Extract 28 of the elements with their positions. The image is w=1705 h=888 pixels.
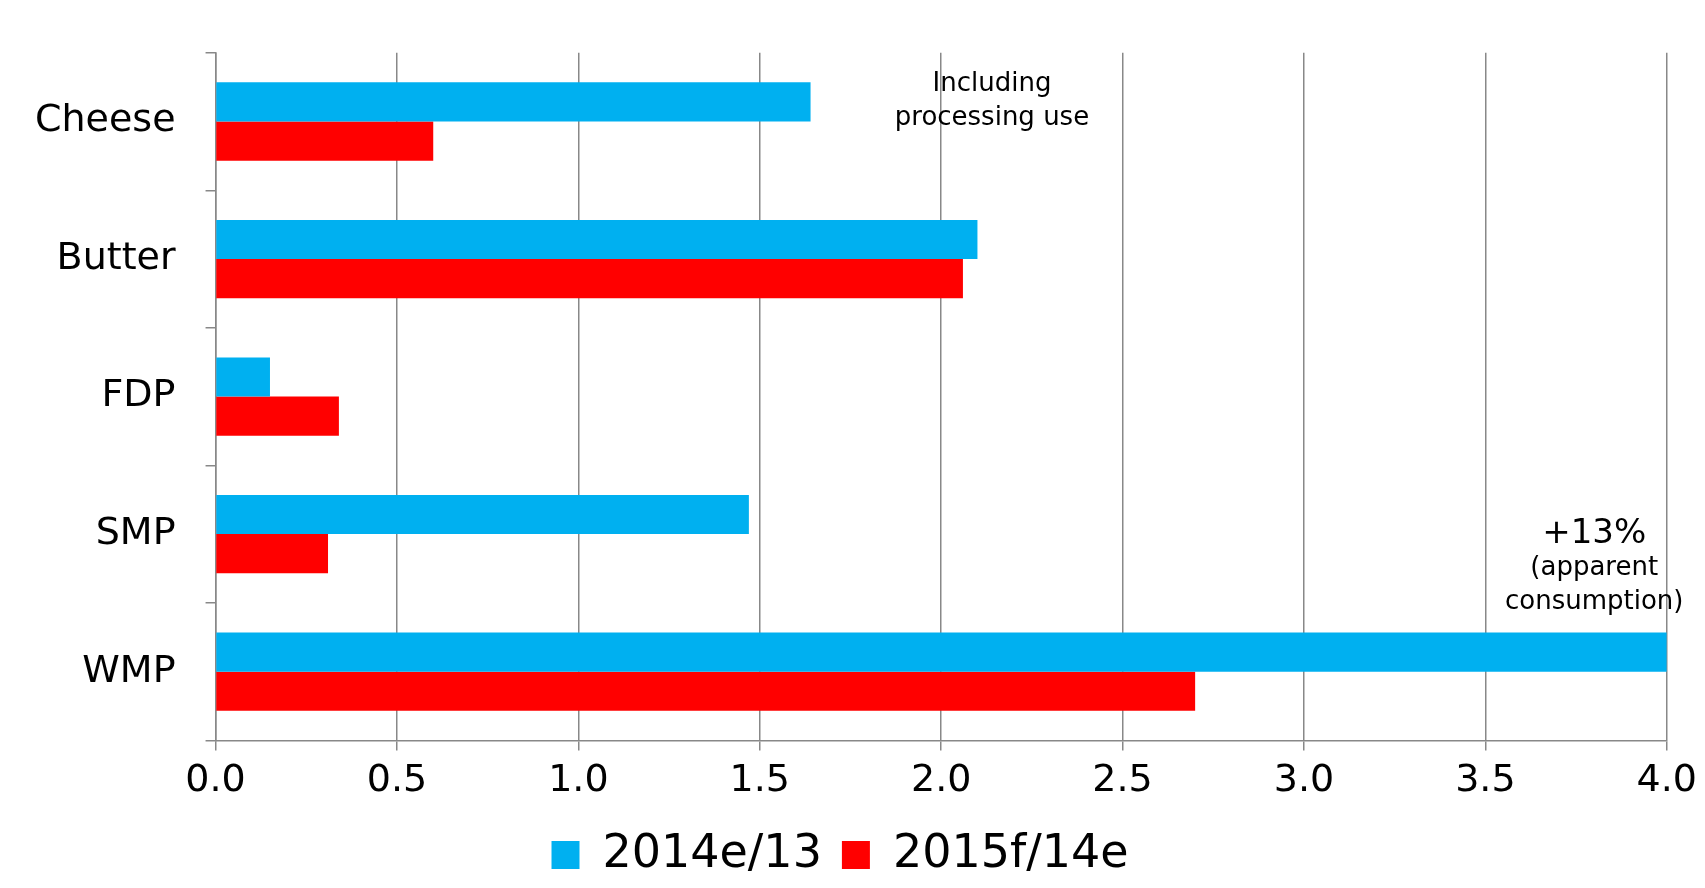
x-tick-label: 3.0 xyxy=(1273,756,1335,801)
legend-label: 2014e/13 xyxy=(602,823,822,878)
y-tick-label: SMP xyxy=(95,508,176,553)
bar xyxy=(216,357,270,397)
bar xyxy=(216,671,1196,711)
annotation: Including processing use xyxy=(894,66,1090,131)
bar xyxy=(216,494,749,535)
x-tick-label: 0.0 xyxy=(185,756,246,801)
legend-label: 2015f/14e xyxy=(892,823,1129,878)
bar xyxy=(216,121,434,161)
bar xyxy=(216,82,811,122)
bar xyxy=(216,632,1667,672)
bar xyxy=(216,219,978,260)
bar xyxy=(216,534,329,574)
annotation: +13% (apparent consumption) xyxy=(1504,511,1684,616)
x-tick-label: 3.5 xyxy=(1455,756,1516,801)
x-tick-label: 4.0 xyxy=(1636,756,1697,801)
y-tick-label: Butter xyxy=(56,233,176,278)
y-tick-label: Cheese xyxy=(34,96,176,141)
x-tick-label: 2.0 xyxy=(910,756,972,801)
y-tick-label: WMP xyxy=(82,646,176,691)
x-tick-label: 0.5 xyxy=(366,756,428,801)
y-tick-label: FDP xyxy=(101,371,176,416)
x-tick-label: 1.0 xyxy=(548,756,609,801)
x-tick-label: 2.5 xyxy=(1092,756,1153,801)
bar xyxy=(216,259,963,299)
bar xyxy=(216,396,339,436)
x-tick-label: 1.5 xyxy=(729,756,790,801)
